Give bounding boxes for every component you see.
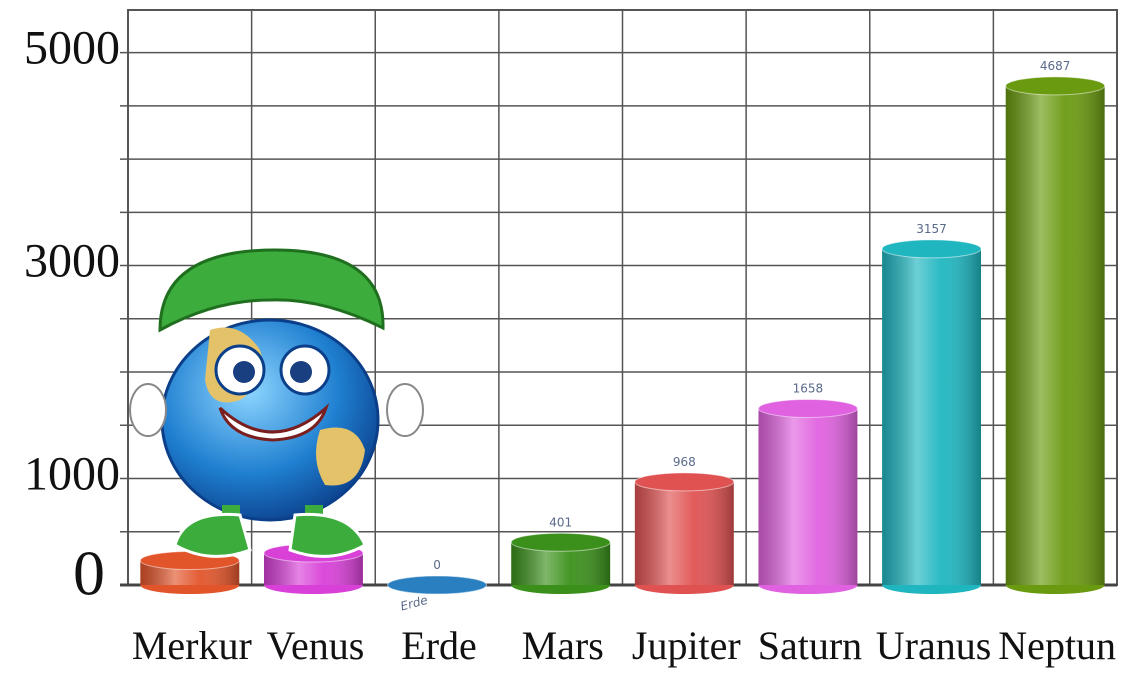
x-tick-label: Merkur (132, 623, 252, 668)
data-label: 401 (549, 515, 572, 529)
annotation: Erde (399, 593, 429, 614)
x-tick-label: Uranus (876, 623, 992, 668)
y-tick-label: 5000 (24, 22, 120, 75)
bars (139, 76, 1106, 595)
x-tick-label: Erde (401, 623, 477, 668)
data-label: 3157 (916, 222, 947, 236)
y-tick-label: 1000 (24, 448, 120, 501)
data-label: 968 (673, 455, 696, 469)
x-tick-label: Neptun (998, 623, 1116, 668)
x-tick-label: Jupiter (632, 623, 741, 668)
labels: 0 1000 3000 5000 Merkur Venus 0 Erde 401 Mars 968 J… (24, 22, 1116, 669)
data-label: 1658 (793, 381, 824, 395)
bar-top (387, 575, 488, 595)
bar-top (634, 472, 735, 492)
data-label: 4687 (1040, 59, 1071, 73)
bar-top (757, 398, 858, 418)
bar-shine (882, 248, 982, 586)
bar-shine (1005, 85, 1105, 585)
bar-shine (634, 481, 734, 585)
bar-top (881, 239, 982, 259)
y-tick-label: 0 (73, 538, 105, 609)
x-tick-label: Saturn (758, 623, 862, 668)
mascot (129, 248, 424, 558)
bar-top (1005, 76, 1106, 96)
y-tick-label: 3000 (24, 235, 120, 288)
bar-shine (758, 408, 858, 585)
x-tick-label: Mars (522, 623, 604, 668)
x-tick-label: Venus (267, 623, 365, 668)
bar-top (510, 532, 611, 552)
data-label: 0 (433, 558, 441, 572)
